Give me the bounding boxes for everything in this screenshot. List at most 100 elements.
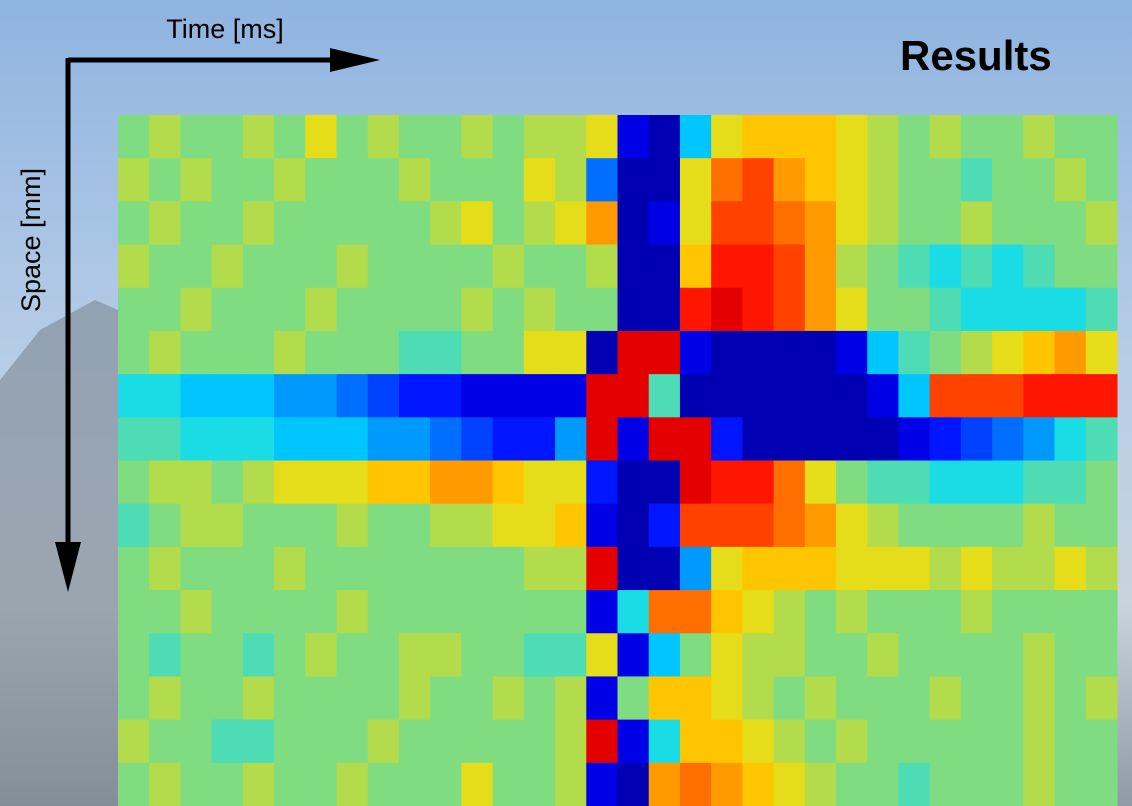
heat-cell (929, 417, 962, 461)
heat-cell (804, 590, 837, 634)
heat-cell (118, 374, 150, 418)
heat-cell (711, 590, 743, 634)
heat-cell (180, 244, 213, 289)
heat-cell (742, 330, 775, 375)
heat-cell (773, 158, 806, 202)
heat-cell (555, 417, 587, 461)
heatmap (118, 115, 1118, 806)
heat-cell (118, 201, 150, 246)
heat-cell (180, 762, 213, 806)
heat-cell (679, 374, 712, 418)
heat-cell (336, 676, 369, 721)
heat-cell (461, 244, 494, 289)
heat-cell (836, 633, 868, 677)
heat-cell (711, 546, 743, 591)
heat-cell (836, 719, 868, 764)
heat-cell (960, 590, 993, 634)
heat-cell (430, 503, 462, 548)
heat-cell (274, 115, 306, 159)
heat-cell (367, 244, 400, 289)
heat-cell (586, 330, 618, 375)
heat-cell (305, 719, 338, 764)
heat-cell (711, 762, 743, 806)
title: Results (900, 32, 1052, 79)
heat-cell (804, 762, 837, 806)
heat-cell (211, 115, 244, 159)
heat-cell (242, 676, 275, 721)
heat-cell (367, 633, 400, 677)
heat-cell (1085, 503, 1118, 548)
heat-cell (274, 719, 306, 764)
heat-cell (898, 115, 931, 159)
heat-cell (929, 546, 962, 591)
heat-cell (118, 719, 150, 764)
heat-cell (867, 244, 899, 289)
heat-cell (836, 590, 868, 634)
heat-cell (992, 417, 1024, 461)
heat-cell (836, 762, 868, 806)
heat-cell (929, 244, 962, 289)
heat-cell (523, 287, 556, 332)
heat-cell (367, 158, 400, 202)
heat-cell (804, 330, 837, 375)
heat-cell (586, 158, 618, 202)
heat-cell (711, 633, 743, 677)
heat-cell (242, 546, 275, 591)
heat-cell (555, 201, 587, 246)
heat-cell (274, 633, 306, 677)
heat-cell (898, 590, 931, 634)
heat-cell (836, 201, 868, 246)
heat-cell (523, 719, 556, 764)
heat-cell (804, 503, 837, 548)
heat-cell (711, 244, 743, 289)
heat-cell (804, 417, 837, 461)
heat-cell (305, 546, 338, 591)
heat-cell (305, 244, 338, 289)
heat-cell (1023, 590, 1056, 634)
heat-cell (492, 719, 525, 764)
heat-cell (211, 633, 244, 677)
heat-cell (492, 676, 525, 721)
heat-cell (461, 158, 494, 202)
heat-cell (742, 201, 775, 246)
heat-cell (211, 546, 244, 591)
heat-cell (118, 417, 150, 461)
heat-cell (804, 201, 837, 246)
heat-cell (648, 244, 681, 289)
heat-cell (742, 158, 775, 202)
heat-cell (211, 417, 244, 461)
heat-cell (586, 244, 618, 289)
heat-cell (211, 590, 244, 634)
heat-cell (960, 158, 993, 202)
heat-cell (398, 158, 431, 202)
heat-cell (461, 719, 494, 764)
heat-cell (336, 330, 369, 375)
heat-cell (430, 460, 462, 505)
heat-cell (836, 244, 868, 289)
heat-cell (430, 417, 462, 461)
heat-cell (617, 287, 650, 332)
heat-cell (180, 503, 213, 548)
heat-cell (523, 590, 556, 634)
heat-cell (898, 676, 931, 721)
heat-cell (679, 201, 712, 246)
heat-cell (1054, 676, 1087, 721)
heat-cell (742, 287, 775, 332)
heat-cell (960, 201, 993, 246)
heat-cell (336, 460, 369, 505)
heat-cell (898, 244, 931, 289)
heat-cell (1054, 158, 1087, 202)
heat-cell (242, 201, 275, 246)
heat-cell (430, 633, 462, 677)
heat-cell (867, 201, 899, 246)
heat-cell (929, 676, 962, 721)
heat-cell (180, 417, 213, 461)
heat-cell (836, 287, 868, 332)
heat-cell (929, 158, 962, 202)
heat-cell (1023, 287, 1056, 332)
heat-cell (1085, 244, 1118, 289)
heat-cell (274, 460, 306, 505)
heat-cell (711, 287, 743, 332)
heat-cell (398, 762, 431, 806)
